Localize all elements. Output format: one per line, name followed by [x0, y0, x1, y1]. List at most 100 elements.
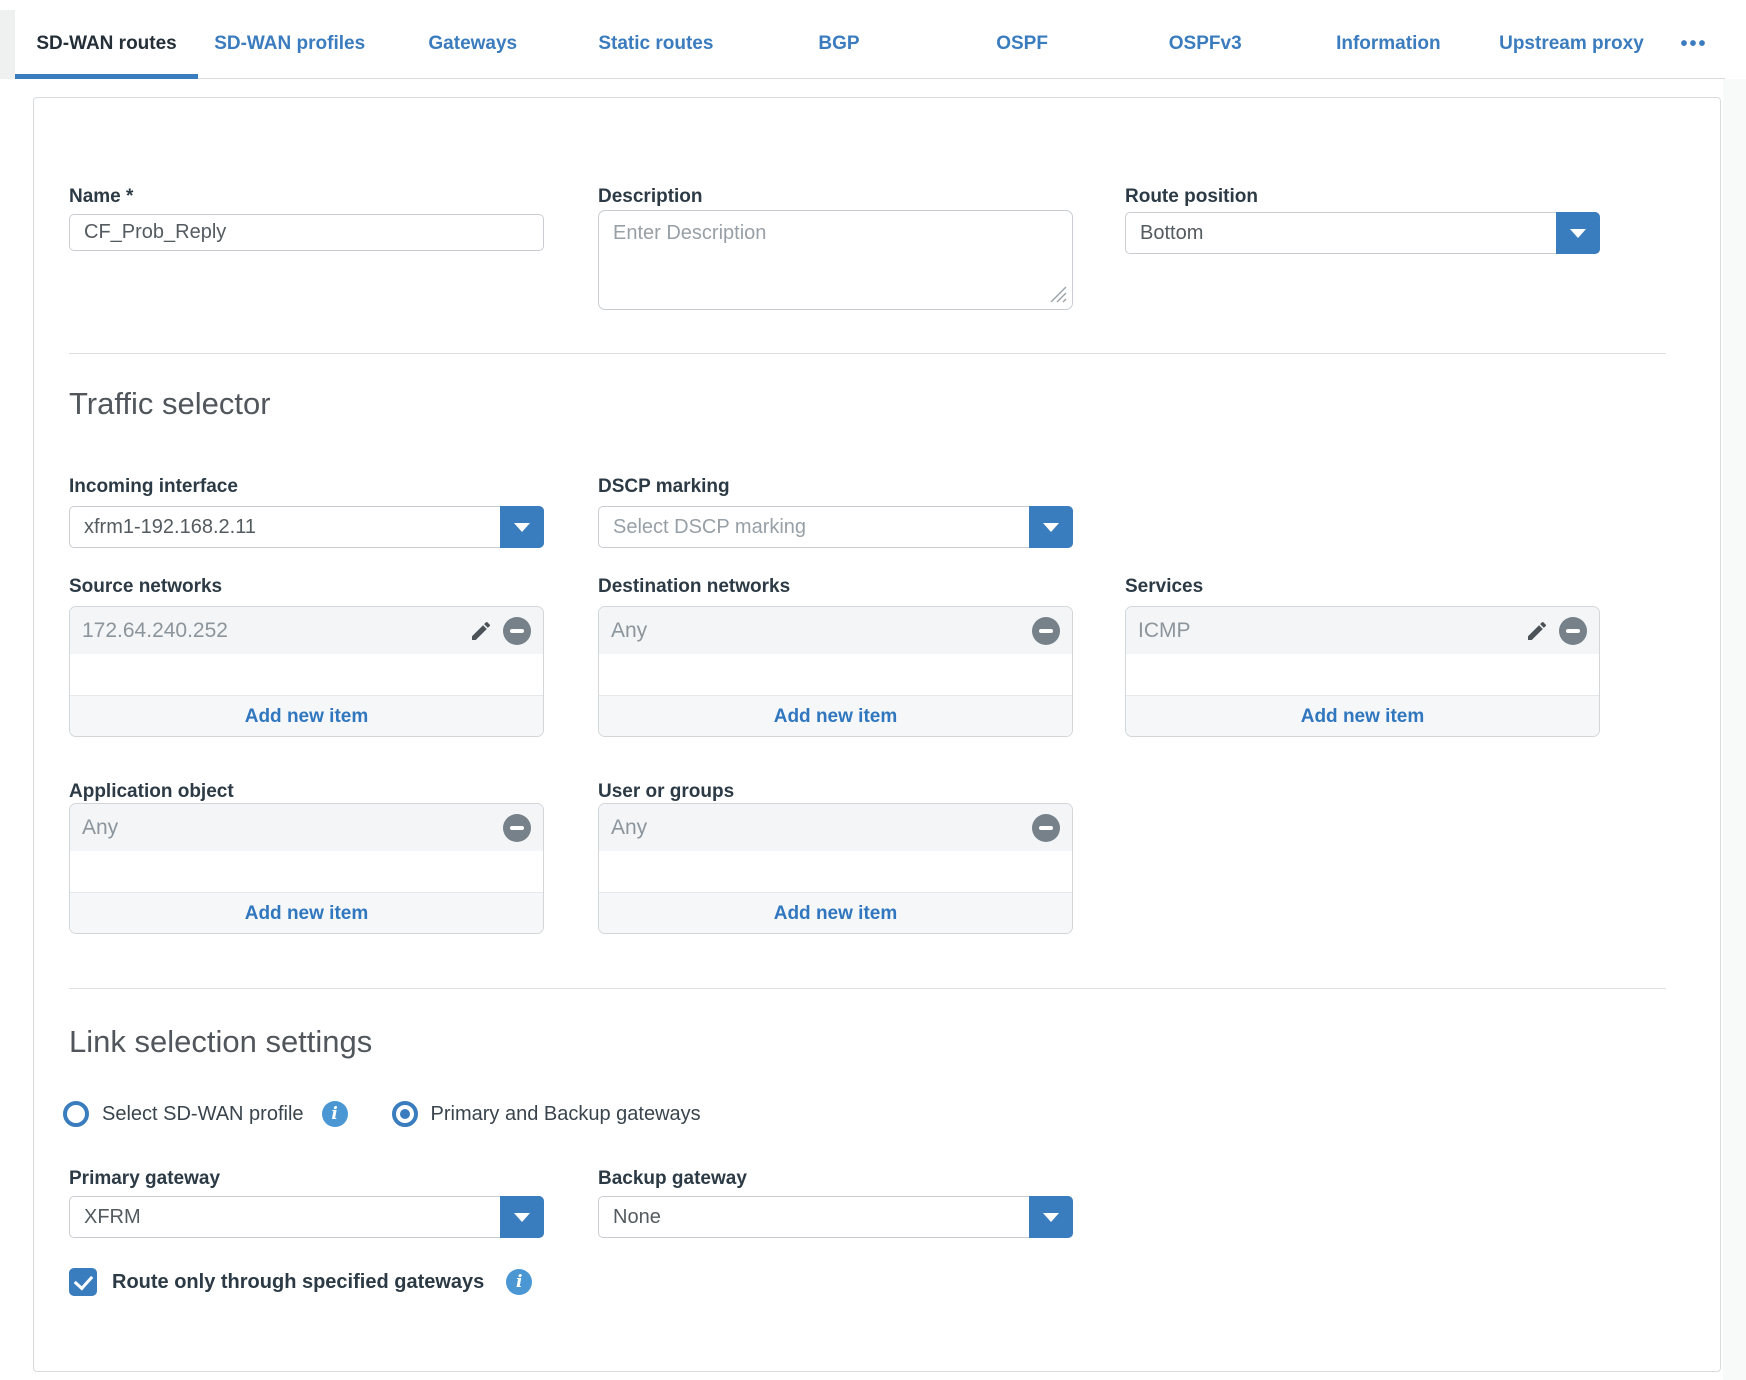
tab-sdwan-profiles[interactable]: SD-WAN profiles: [198, 10, 381, 78]
tab-sdwan-routes[interactable]: SD-WAN routes: [15, 10, 199, 79]
list-item: ICMP: [1126, 607, 1599, 654]
chevron-down-icon: [1043, 1212, 1059, 1222]
services-label: Services: [1125, 576, 1204, 597]
incoming-interface-value: xfrm1-192.168.2.11: [84, 516, 256, 538]
radio-primary-backup-gateways[interactable]: [391, 1101, 418, 1127]
section-divider: [69, 988, 1666, 989]
primary-gateway-value: XFRM: [84, 1206, 141, 1228]
chevron-down-icon: [514, 1212, 530, 1222]
right-gutter: [1723, 79, 1746, 1380]
list-item-text: 172.64.240.252: [82, 618, 228, 642]
destination-networks-label: Destination networks: [598, 576, 791, 597]
tab-label: Gateways: [428, 33, 518, 54]
tab-label: Static routes: [598, 33, 714, 54]
remove-item-icon[interactable]: [1559, 616, 1587, 645]
edit-pencil-icon[interactable]: [1525, 619, 1549, 643]
user-or-groups-listbox: Any Add new item: [598, 803, 1073, 934]
remove-item-icon[interactable]: [1032, 616, 1060, 645]
primary-gateway-select[interactable]: XFRM: [69, 1196, 544, 1238]
dropdown-button[interactable]: [1029, 506, 1073, 548]
list-item-text: Any: [611, 815, 648, 839]
add-new-item-label: Add new item: [244, 902, 369, 924]
route-position-value: Bottom: [1140, 222, 1204, 244]
dscp-marking-value: Select DSCP marking: [613, 516, 807, 538]
tab-gateways[interactable]: Gateways: [381, 10, 564, 78]
source-networks-listbox: 172.64.240.252 Add new item: [69, 606, 544, 737]
traffic-selector-heading: Traffic selector: [69, 386, 271, 421]
dropdown-button[interactable]: [500, 1196, 544, 1238]
list-item: 172.64.240.252: [70, 607, 543, 654]
add-new-item-label: Add new item: [244, 705, 369, 727]
tab-label: OSPF: [996, 33, 1048, 54]
tab-label: Information: [1336, 33, 1441, 54]
active-tab-underline: [15, 74, 199, 79]
tab-bar: SD-WAN routes SD-WAN profiles Gateways S…: [15, 10, 1725, 79]
chevron-down-icon: [1043, 522, 1059, 532]
list-item-text: ICMP: [1138, 618, 1191, 642]
section-divider: [69, 353, 1666, 354]
radio-select-sdwan-profile[interactable]: [63, 1101, 89, 1127]
info-icon[interactable]: i: [506, 1269, 533, 1295]
backup-gateway-select[interactable]: None: [598, 1196, 1073, 1238]
remove-item-icon[interactable]: [503, 616, 531, 645]
list-empty-area: [599, 654, 1072, 695]
dropdown-button[interactable]: [1556, 212, 1600, 254]
application-object-label: Application object: [69, 781, 234, 802]
add-new-item-button[interactable]: Add new item: [599, 695, 1072, 736]
incoming-interface-label: Incoming interface: [69, 476, 238, 497]
user-or-groups-label: User or groups: [598, 781, 735, 802]
tab-ospfv3[interactable]: OSPFv3: [1114, 10, 1297, 78]
tab-bgp[interactable]: BGP: [747, 10, 930, 78]
radio-label: Primary and Backup gateways: [430, 1102, 701, 1125]
chevron-down-icon: [1570, 228, 1586, 238]
dropdown-button[interactable]: [500, 506, 544, 548]
add-new-item-button[interactable]: Add new item: [1126, 695, 1599, 736]
name-input[interactable]: [69, 214, 544, 251]
tab-label: SD-WAN routes: [36, 33, 177, 54]
list-empty-area: [1126, 654, 1599, 695]
chevron-down-icon: [514, 522, 530, 532]
add-new-item-label: Add new item: [773, 902, 898, 924]
incoming-interface-select[interactable]: xfrm1-192.168.2.11: [69, 506, 544, 548]
route-only-checkbox-label: Route only through specified gateways: [112, 1270, 485, 1293]
add-new-item-button[interactable]: Add new item: [70, 695, 543, 736]
tab-label: OSPFv3: [1168, 33, 1242, 54]
list-item-text: Any: [82, 815, 119, 839]
tab-upstream-proxy[interactable]: Upstream proxy: [1480, 10, 1663, 78]
description-field-wrap: [598, 210, 1073, 310]
primary-gateway-label: Primary gateway: [69, 1168, 221, 1189]
route-only-checkbox[interactable]: [69, 1268, 97, 1296]
left-gutter: [0, 10, 15, 79]
route-position-select[interactable]: Bottom: [1125, 212, 1600, 254]
add-new-item-button[interactable]: Add new item: [599, 892, 1072, 933]
remove-item-icon[interactable]: [503, 813, 531, 842]
dscp-marking-select[interactable]: Select DSCP marking: [598, 506, 1073, 548]
backup-gateway-value: None: [613, 1206, 661, 1228]
add-new-item-button[interactable]: Add new item: [70, 892, 543, 933]
source-networks-label: Source networks: [69, 576, 223, 597]
info-icon[interactable]: i: [321, 1101, 348, 1127]
list-item: Any: [70, 804, 543, 851]
tab-label: SD-WAN profiles: [214, 33, 366, 54]
remove-item-icon[interactable]: [1032, 813, 1060, 842]
tab-ospf[interactable]: OSPF: [931, 10, 1114, 78]
description-label: Description: [598, 186, 703, 207]
tab-static-routes[interactable]: Static routes: [564, 10, 747, 78]
route-only-checkbox-row: Route only through specified gateways i: [69, 1268, 533, 1296]
route-position-label: Route position: [1125, 186, 1258, 207]
link-selection-heading: Link selection settings: [69, 1024, 373, 1059]
dropdown-button[interactable]: [1029, 1196, 1073, 1238]
more-tabs-menu-icon[interactable]: •••: [1680, 32, 1708, 55]
tab-label: Upstream proxy: [1499, 33, 1644, 54]
radio-label: Select SD-WAN profile: [102, 1102, 304, 1125]
destination-networks-listbox: Any Add new item: [598, 606, 1073, 737]
list-item: Any: [599, 804, 1072, 851]
add-new-item-label: Add new item: [1300, 705, 1425, 727]
tab-information[interactable]: Information: [1297, 10, 1480, 78]
description-textarea[interactable]: [598, 210, 1073, 310]
edit-pencil-icon[interactable]: [469, 619, 493, 643]
list-empty-area: [599, 851, 1072, 892]
services-listbox: ICMP Add new item: [1125, 606, 1600, 737]
list-empty-area: [70, 654, 543, 695]
